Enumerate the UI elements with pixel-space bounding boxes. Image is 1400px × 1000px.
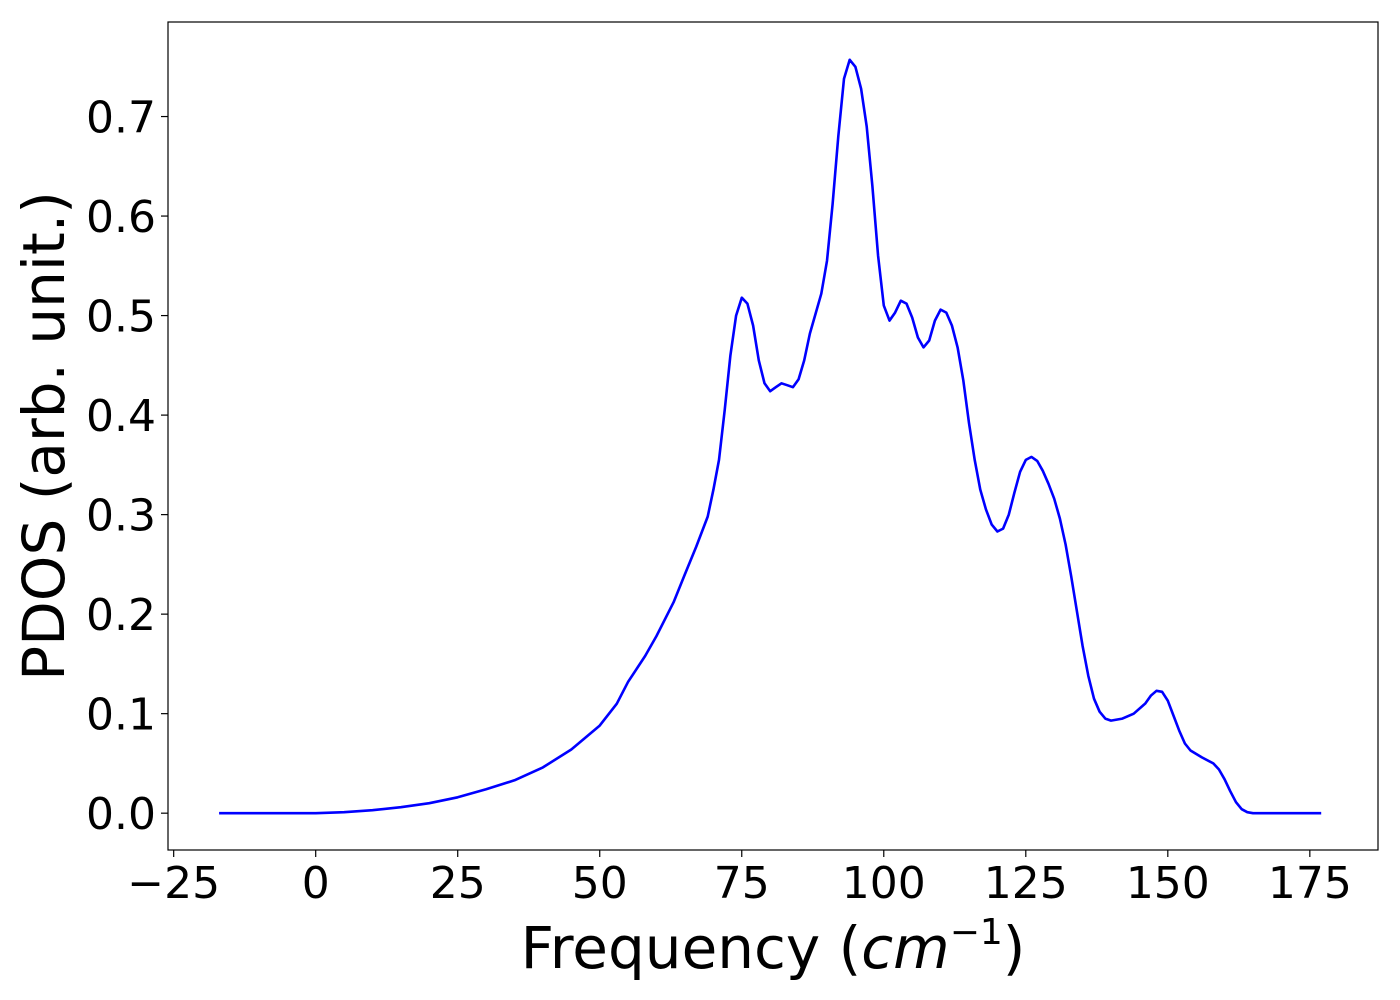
x-tick-label: 0 (302, 858, 330, 909)
y-tick-label: 0.7 (86, 93, 156, 144)
y-tick-label: 0.0 (86, 789, 156, 840)
y-axis-label: PDOS (arb. unit.) (10, 191, 78, 681)
y-tick-label: 0.1 (86, 690, 156, 741)
y-tick-label: 0.3 (86, 491, 156, 542)
y-tick-label: 0.5 (86, 292, 156, 343)
x-axis-label: Frequency (cm−1) (521, 912, 1026, 982)
y-tick-label: 0.2 (86, 590, 156, 641)
pdos-series-line (219, 58, 1322, 815)
x-tick-label: 75 (714, 858, 770, 909)
x-tick-label: 125 (984, 858, 1068, 909)
x-tick-label: 175 (1268, 858, 1352, 909)
x-tick-label: 25 (430, 858, 486, 909)
x-tick-label: 50 (572, 858, 628, 909)
x-tick-label: 150 (1126, 858, 1210, 909)
x-tick-label: 100 (842, 858, 926, 909)
x-axis-label-text: Frequency ( (521, 914, 862, 982)
x-axis-ticks: −25 0 25 50 75 100 125 150 175 (127, 850, 1352, 909)
y-axis-ticks: 0.0 0.1 0.2 0.3 0.4 0.5 0.6 0.7 (86, 93, 168, 840)
plot-frame (167, 21, 1379, 851)
x-axis-label-exponent: −1 (950, 912, 1003, 953)
x-tick-label: −25 (127, 858, 220, 909)
y-tick-label: 0.6 (86, 192, 156, 243)
y-tick-label: 0.4 (86, 391, 156, 442)
x-axis-label-unit: cm (861, 914, 949, 982)
x-axis-label-close: ) (1003, 914, 1026, 982)
